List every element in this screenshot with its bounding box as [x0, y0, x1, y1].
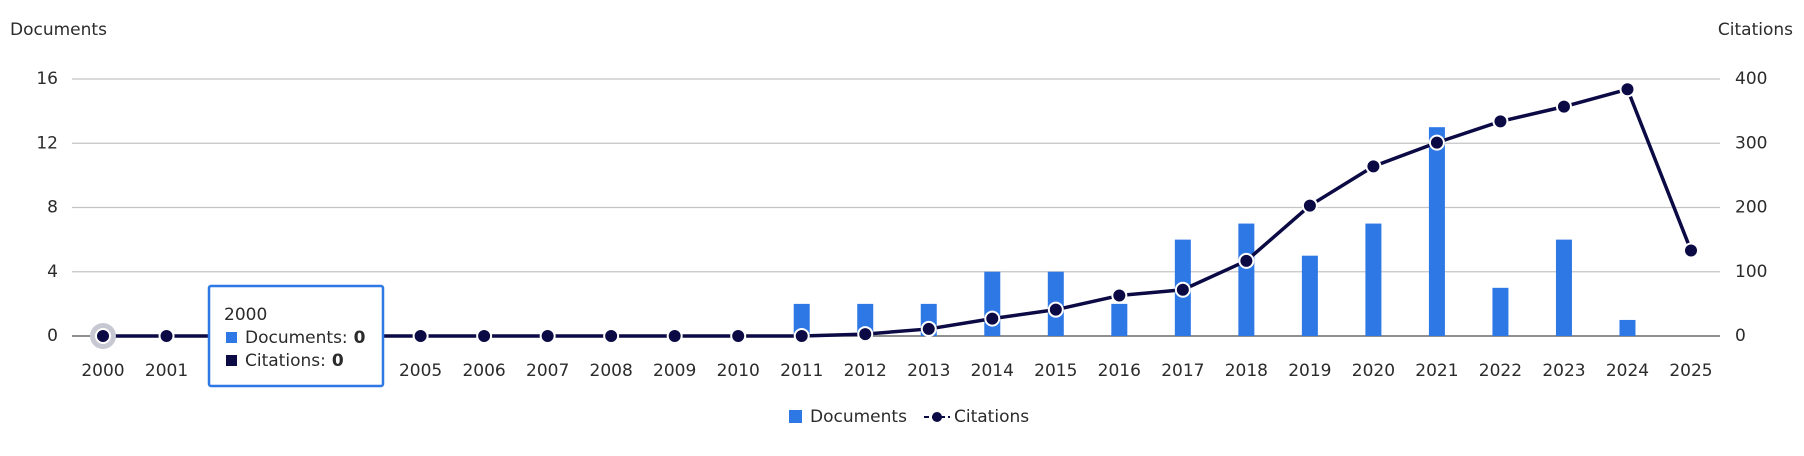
- x-tick-label: 2007: [526, 361, 569, 381]
- point: [476, 328, 493, 344]
- bar: [1301, 255, 1318, 336]
- x-tick-label: 2016: [1098, 361, 1141, 381]
- point: [1301, 197, 1318, 214]
- point: [984, 310, 1001, 327]
- y2-tick-label: 400: [1735, 69, 1767, 89]
- y-tick-label: 16: [36, 69, 58, 89]
- x-tick-label: 2010: [717, 361, 760, 381]
- bar: [1111, 303, 1128, 336]
- bar: [1238, 223, 1255, 336]
- point: [1492, 113, 1509, 130]
- x-tick-label: 2008: [590, 361, 633, 381]
- tooltip-item: Citations: 0: [245, 351, 344, 371]
- y-tick-label: 0: [47, 326, 58, 346]
- point: [1174, 281, 1191, 298]
- x-tick-label: 2011: [780, 361, 823, 381]
- point: [1365, 158, 1382, 175]
- y2-tick-label: 100: [1735, 262, 1767, 282]
- tooltip-swatch: [226, 332, 237, 343]
- y2-tick-label: 0: [1735, 326, 1746, 346]
- point: [539, 328, 556, 344]
- legend-label: Citations: [954, 407, 1029, 427]
- tooltip-label: Documents:: [245, 328, 348, 348]
- bar: [793, 303, 810, 336]
- tooltip-box: [207, 284, 385, 388]
- y-tick-label: 8: [47, 198, 58, 218]
- bar: [1555, 239, 1572, 336]
- bar: [1492, 287, 1509, 336]
- x-tick-label: 2015: [1034, 361, 1077, 381]
- x-tick-label: 2012: [844, 361, 887, 381]
- point: [603, 328, 620, 344]
- tooltip-title: 2000: [224, 305, 267, 325]
- x-tick-label: 2021: [1415, 361, 1458, 381]
- x-tick-label: 2000: [81, 361, 124, 381]
- tooltip-value: 0: [354, 328, 366, 348]
- y-tick-label: 4: [47, 262, 58, 282]
- x-tick-label: 2018: [1225, 361, 1268, 381]
- x-tick-label: 2024: [1606, 361, 1649, 381]
- y2-tick-label: 300: [1735, 133, 1767, 153]
- point: [730, 328, 747, 344]
- tooltip-value: 0: [332, 351, 344, 371]
- x-tick-label: 2001: [145, 361, 188, 381]
- x-tick-label: 2006: [462, 361, 505, 381]
- legend-swatch: [932, 412, 942, 422]
- bar: [1619, 319, 1636, 336]
- y2-axis-title: Citations: [1718, 20, 1793, 40]
- legend-swatch: [789, 410, 802, 423]
- tooltip-label: Citations:: [245, 351, 326, 371]
- y2-tick-label: 200: [1735, 198, 1767, 218]
- y-axis-title: Documents: [10, 20, 107, 40]
- point: [158, 328, 175, 344]
- point: [412, 328, 429, 344]
- tooltip: 2000 Documents: 0 Citations: 0: [207, 284, 385, 388]
- tooltip-swatch: [226, 355, 237, 366]
- point: [1683, 242, 1699, 259]
- x-tick-label: 2023: [1542, 361, 1585, 381]
- point: [920, 320, 937, 337]
- x-tick-label: 2009: [653, 361, 696, 381]
- point: [1619, 81, 1636, 98]
- bar: [1365, 223, 1382, 336]
- x-tick-label: 2013: [907, 361, 950, 381]
- tooltip-item: Documents: 0: [245, 328, 366, 348]
- point: [1555, 98, 1572, 115]
- legend-label: Documents: [810, 407, 907, 427]
- point: [95, 328, 111, 344]
- x-tick-label: 2020: [1352, 361, 1395, 381]
- point: [1047, 301, 1064, 318]
- point: [793, 328, 810, 344]
- x-tick-label: 2019: [1288, 361, 1331, 381]
- x-tick-label: 2025: [1669, 361, 1712, 381]
- point: [1428, 134, 1445, 151]
- point: [666, 328, 683, 344]
- x-tick-label: 2005: [399, 361, 442, 381]
- x-tick-label: 2017: [1161, 361, 1204, 381]
- bar: [1428, 127, 1445, 336]
- point: [1111, 287, 1128, 304]
- y-tick-label: 12: [36, 133, 58, 153]
- x-tick-label: 2014: [971, 361, 1014, 381]
- point: [857, 326, 874, 343]
- x-tick-label: 2022: [1479, 361, 1522, 381]
- point: [1238, 252, 1255, 269]
